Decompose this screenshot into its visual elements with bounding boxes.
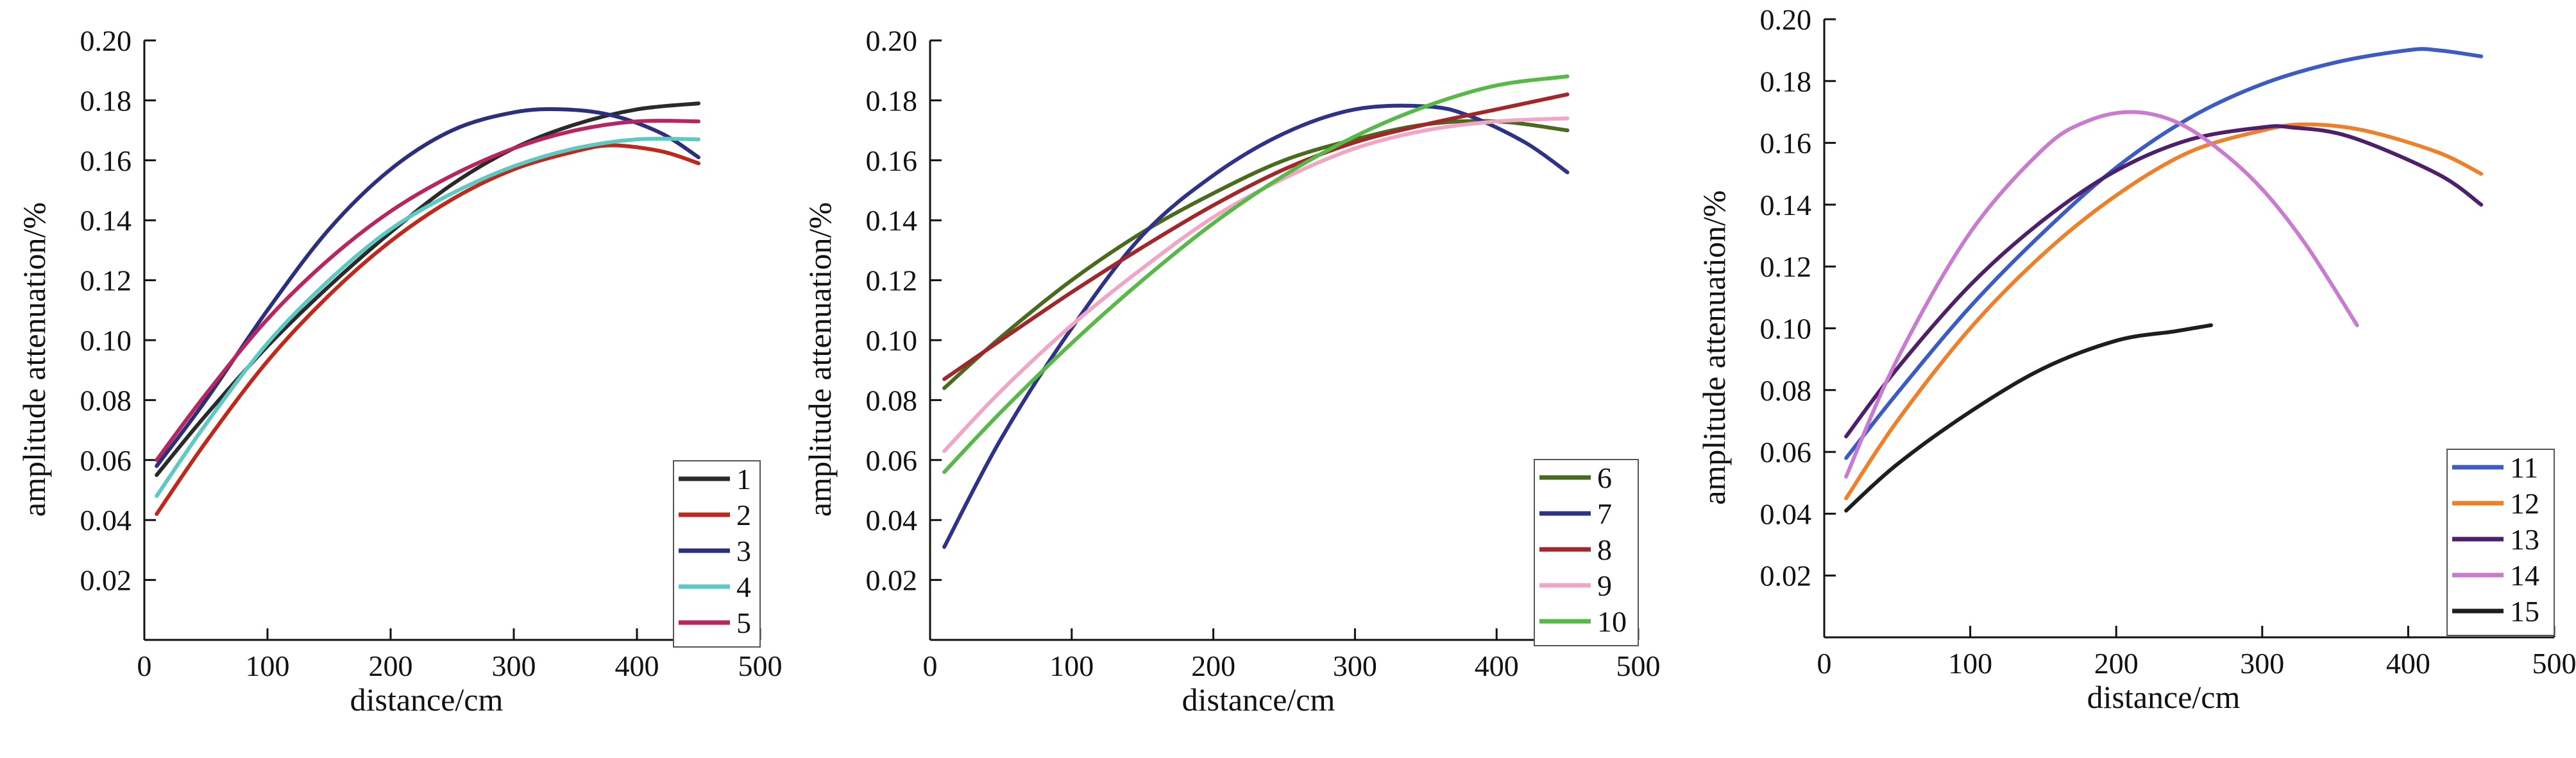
legend-label-11: 11	[2510, 451, 2538, 484]
chart-panel-2: 0.02 0.04 0.06 0.08 0.10 0.12 0.14 0.16 0.18 0.20…	[802, 24, 1661, 718]
series-line-14	[1844, 110, 2359, 479]
y-tick-label: 0.18	[80, 84, 132, 117]
x-tick-label: 100	[1948, 647, 1992, 680]
y-tick-label: 0.18	[1760, 65, 1812, 98]
y-axis-label: amplitude attenuation/%	[16, 202, 52, 517]
y-tick-label: 0.16	[866, 144, 918, 177]
y-tick-label: 0.14	[866, 204, 918, 237]
y-axis-label: amplitude attenuation/%	[802, 202, 838, 517]
y-tick-label: 0.10	[866, 324, 918, 357]
chart-panel-3: 0.02 0.04 0.06 0.08 0.10 0.12 0.14 0.16 0.18 0.20…	[1696, 3, 2576, 715]
series-line-15	[1844, 323, 2214, 513]
legend-box	[1534, 459, 1639, 646]
x-tick-label: 0	[923, 650, 938, 682]
chart-panel-1: 0.02 0.04 0.06 0.08 0.10 0.12 0.14 0.16 0.18 0.20…	[16, 24, 783, 718]
legend-box	[673, 460, 761, 648]
y-tick-label: 0.12	[1760, 250, 1812, 283]
x-tick-label: 300	[1333, 650, 1377, 682]
legend-label-14: 14	[2510, 559, 2539, 592]
series-line-8	[942, 92, 1570, 381]
y-tick-label: 0.10	[1760, 313, 1812, 345]
y-tick-label: 0.02	[80, 564, 132, 597]
y-tick-label: 0.06	[80, 444, 132, 477]
series-line-9	[942, 116, 1570, 453]
y-tick-label: 0.02	[866, 564, 918, 597]
series-line-3	[155, 107, 700, 469]
y-tick-label: 0.20	[80, 24, 132, 57]
x-tick-label: 300	[492, 650, 536, 682]
legend-box	[2446, 449, 2555, 636]
x-tick-label: 0	[1817, 647, 1832, 680]
x-tick-label: 400	[615, 650, 659, 682]
y-tick-label: 0.02	[1760, 560, 1812, 592]
series-line-6	[942, 119, 1570, 390]
legend-label-3: 3	[736, 535, 751, 567]
x-tick-label: 100	[246, 650, 290, 682]
x-tick-label: 500	[738, 650, 783, 682]
legend-label-10: 10	[1597, 605, 1627, 638]
series-line-5	[155, 119, 700, 462]
y-tick-label: 0.04	[866, 504, 918, 537]
x-tick-label: 400	[2386, 647, 2430, 680]
y-tick-label: 0.20	[866, 24, 918, 57]
legend-label-1: 1	[736, 463, 751, 495]
series-line-4	[155, 137, 700, 498]
legend-label-4: 4	[736, 571, 751, 603]
y-tick-label: 0.16	[1760, 127, 1812, 160]
y-tick-label: 0.12	[80, 264, 132, 297]
legend-label-7: 7	[1597, 497, 1612, 530]
y-tick-label: 0.20	[1760, 3, 1812, 36]
y-tick-label: 0.18	[866, 84, 918, 117]
x-tick-label: 400	[1475, 650, 1519, 682]
y-tick-label: 0.08	[1760, 374, 1812, 407]
legend-label-15: 15	[2510, 595, 2539, 628]
series-line-12	[1844, 122, 2484, 501]
legend-label-8: 8	[1597, 533, 1612, 566]
x-tick-label: 0	[137, 650, 152, 682]
series-line-2	[155, 143, 700, 516]
series-line-13	[1844, 124, 2484, 438]
x-axis-label: distance/cm	[1182, 682, 1335, 718]
x-tick-label: 300	[2240, 647, 2284, 680]
legend-label-13: 13	[2510, 523, 2539, 556]
x-tick-label: 100	[1049, 650, 1094, 682]
series-line-10	[942, 74, 1570, 474]
y-tick-label: 0.12	[866, 264, 918, 297]
x-tick-label: 500	[1616, 650, 1661, 682]
legend-label-2: 2	[736, 499, 751, 531]
x-tick-label: 200	[2094, 647, 2139, 680]
y-tick-label: 0.06	[1760, 436, 1812, 469]
series-line-11	[1844, 47, 2484, 460]
legend-label-12: 12	[2510, 487, 2539, 520]
x-tick-label: 200	[369, 650, 413, 682]
legend-label-5: 5	[736, 607, 751, 639]
legend-label-6: 6	[1597, 461, 1612, 494]
y-tick-label: 0.08	[80, 384, 132, 417]
y-axis-label: amplitude attenuation/%	[1696, 190, 1732, 504]
y-tick-label: 0.06	[866, 444, 918, 477]
y-tick-label: 0.08	[866, 384, 918, 417]
y-tick-label: 0.14	[80, 204, 132, 237]
y-tick-label: 0.10	[80, 324, 132, 357]
x-axis-label: distance/cm	[350, 682, 504, 718]
x-tick-label: 500	[2532, 647, 2576, 680]
x-axis-label: distance/cm	[2087, 679, 2241, 715]
y-tick-label: 0.04	[80, 504, 132, 537]
y-tick-label: 0.14	[1760, 189, 1812, 221]
series-line-1	[155, 101, 700, 478]
y-tick-label: 0.04	[1760, 497, 1812, 530]
y-tick-label: 0.16	[80, 144, 132, 177]
legend-label-9: 9	[1597, 569, 1612, 602]
x-tick-label: 200	[1191, 650, 1235, 682]
